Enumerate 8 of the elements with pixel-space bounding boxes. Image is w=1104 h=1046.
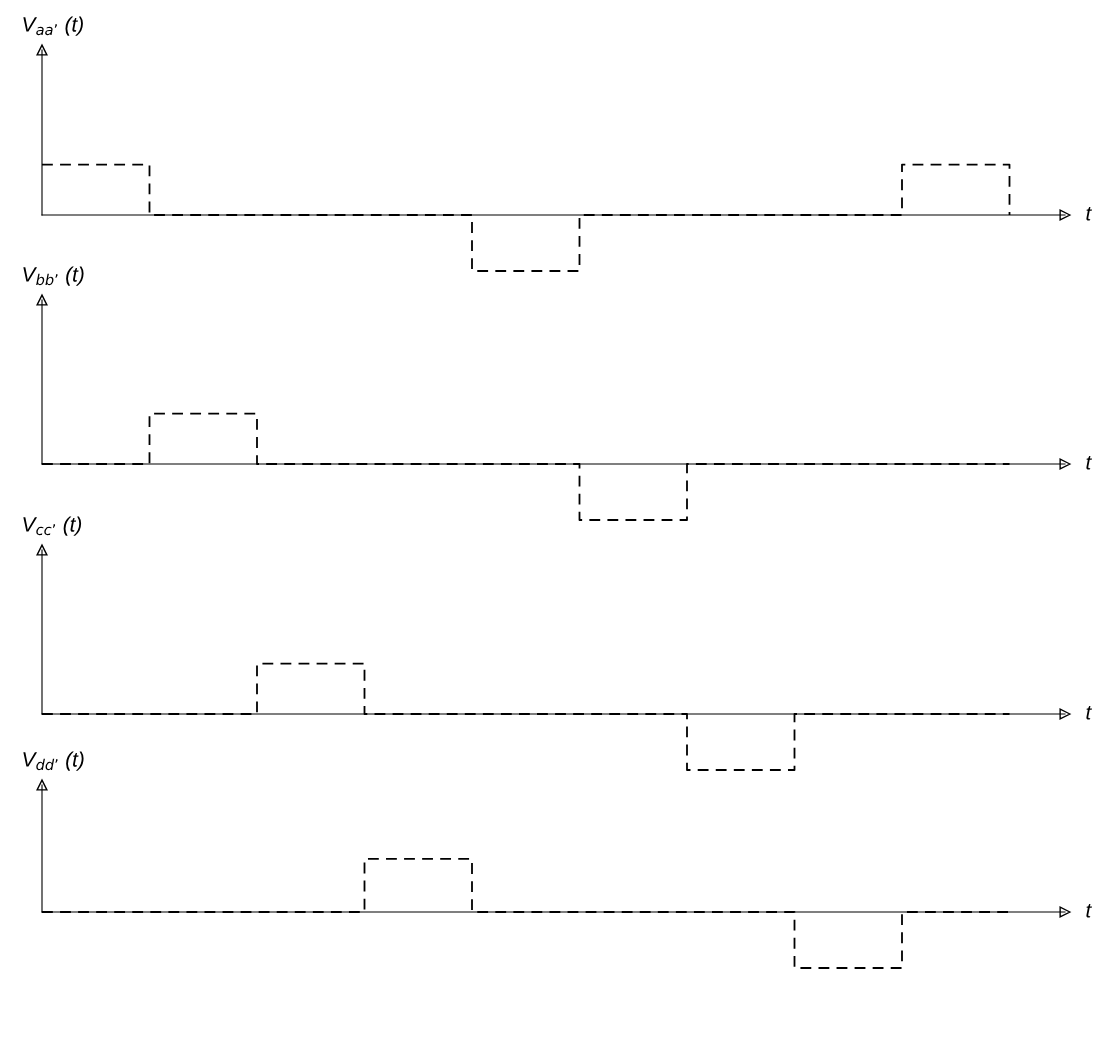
y-axis-title: V$_{dd’}$ (t) (23, 751, 84, 771)
y-axis-title: V$_{cc’}$ (t) (23, 516, 82, 536)
y-axis-title: V$_{bb’}$ (t) (23, 266, 84, 286)
y-axis-title: V$_{aa’}$ (t) (23, 16, 83, 36)
x-axis-title: t (1086, 903, 1092, 918)
x-axis-title: t (1086, 455, 1092, 470)
x-axis-title: t (1086, 206, 1092, 221)
x-axis-title: t (1086, 705, 1092, 720)
